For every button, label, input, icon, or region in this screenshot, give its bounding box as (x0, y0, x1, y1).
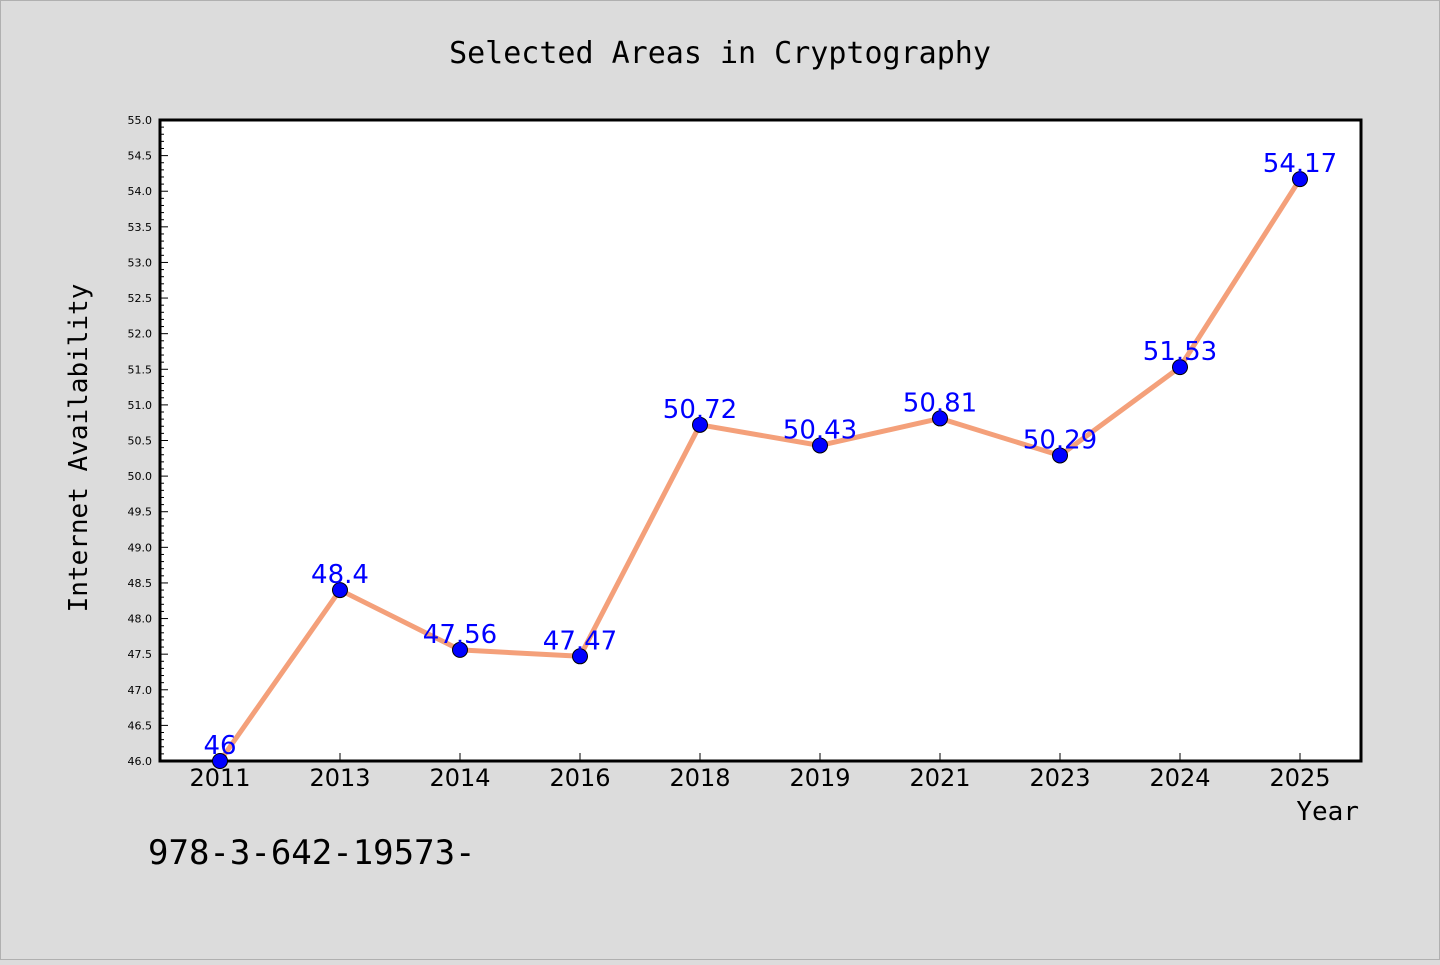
data-point (332, 582, 348, 599)
x-axis-label: Year (1296, 797, 1359, 827)
x-tick-label: 2025 (1269, 764, 1330, 792)
y-tick-label: 55.0 (128, 114, 153, 127)
y-tick-label: 49.0 (128, 541, 153, 554)
y-tick-label: 53.0 (128, 256, 153, 269)
y-tick-label: 52.5 (128, 292, 153, 305)
y-tick-label: 51.5 (128, 363, 153, 376)
data-point (692, 416, 708, 433)
y-tick-label: 54.0 (128, 185, 153, 198)
data-point (932, 410, 948, 427)
y-tick-label: 46.0 (128, 755, 153, 768)
data-point (452, 641, 468, 658)
data-label: 47.56 (423, 620, 497, 650)
chart-title: Selected Areas in Cryptography (449, 36, 991, 71)
data-point (572, 648, 588, 665)
x-tick-label: 2016 (549, 764, 610, 792)
data-label: 48.4 (311, 560, 369, 590)
data-label: 54.17 (1263, 149, 1337, 179)
data-point (812, 437, 828, 454)
y-tick-label: 47.0 (128, 684, 153, 697)
plot-area (158, 118, 1363, 763)
y-tick-label: 49.5 (128, 506, 153, 519)
series-line (217, 176, 1303, 764)
x-tick-label: 2019 (789, 764, 850, 792)
y-tick-label: 52.0 (128, 328, 153, 341)
series-layer: 46 48.4 47.56 47.47 50.72 50.43 50.81 50.29 51.5… (203, 149, 1337, 769)
y-tick-label: 54.5 (128, 150, 153, 163)
data-point (1172, 359, 1188, 376)
data-label: 50.43 (783, 415, 857, 445)
y-tick-label: 51.0 (128, 399, 153, 412)
x-tick-label: 2021 (909, 764, 970, 792)
y-tick-label: 46.5 (128, 719, 153, 732)
y-tick-label: 50.0 (128, 470, 153, 483)
data-label: 50.29 (1023, 425, 1097, 455)
isbn-text: 978-3-642-19573- (148, 833, 476, 873)
data-point (1292, 171, 1308, 188)
x-tick-label: 2013 (309, 764, 370, 792)
y-axis-label: Internet Availability (64, 284, 94, 613)
y-axis: 46.0 46.5 47.0 47.5 48.0 48.5 49.0 49.5 50.0 50.5… (128, 114, 168, 768)
data-label: 51.53 (1143, 337, 1217, 367)
y-tick-label: 48.0 (128, 613, 153, 626)
y-tick-label: 48.5 (128, 577, 153, 590)
y-tick-label: 50.5 (128, 435, 153, 448)
x-tick-label: 2014 (429, 764, 490, 792)
y-tick-label: 47.5 (128, 648, 153, 661)
x-tick-label: 2023 (1029, 764, 1090, 792)
data-label: 47.47 (543, 626, 617, 656)
data-label: 50.72 (663, 395, 737, 425)
data-label: 50.81 (903, 388, 977, 418)
data-label: 46 (203, 731, 236, 761)
data-point (1052, 447, 1068, 464)
x-tick-label: 2018 (669, 764, 730, 792)
x-tick-label: 2024 (1149, 764, 1210, 792)
y-tick-label: 53.5 (128, 221, 153, 234)
data-point (212, 753, 228, 769)
